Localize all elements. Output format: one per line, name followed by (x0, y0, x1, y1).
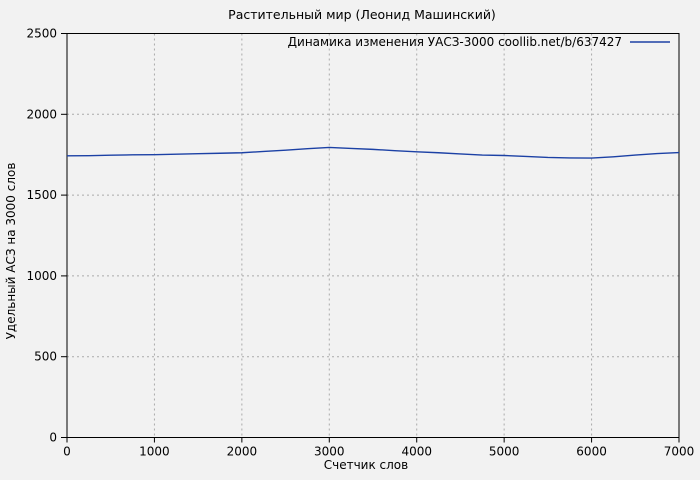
x-tick-label: 0 (63, 445, 71, 459)
x-tick-label: 6000 (576, 445, 607, 459)
x-tick-label: 3000 (314, 445, 345, 459)
x-tick-label: 1000 (139, 445, 170, 459)
y-tick-label: 2000 (26, 107, 57, 121)
legend: Динамика изменения УАСЗ-3000 coollib.net… (288, 34, 670, 50)
x-tick-label: 2000 (227, 445, 258, 459)
x-tick-label: 4000 (401, 445, 432, 459)
data-line-series (66, 146, 680, 159)
y-tick-label: 2500 (26, 27, 57, 41)
x-tick-label: 5000 (489, 445, 520, 459)
y-tick-label: 500 (34, 350, 57, 364)
legend-series-label: Динамика изменения УАСЗ-3000 coollib.net… (287, 35, 622, 49)
legend-line-sample-icon (630, 41, 670, 43)
plot-border (66, 33, 680, 438)
chart-title: Растительный мир (Леонид Машинский) (228, 7, 496, 22)
y-tick-label: 0 (49, 431, 57, 445)
y-tick-label: 1000 (26, 269, 57, 283)
x-axis-label: Счетчик слов (323, 458, 409, 472)
y-tick-label: 1500 (26, 188, 57, 202)
x-tick-label: 7000 (664, 445, 695, 459)
